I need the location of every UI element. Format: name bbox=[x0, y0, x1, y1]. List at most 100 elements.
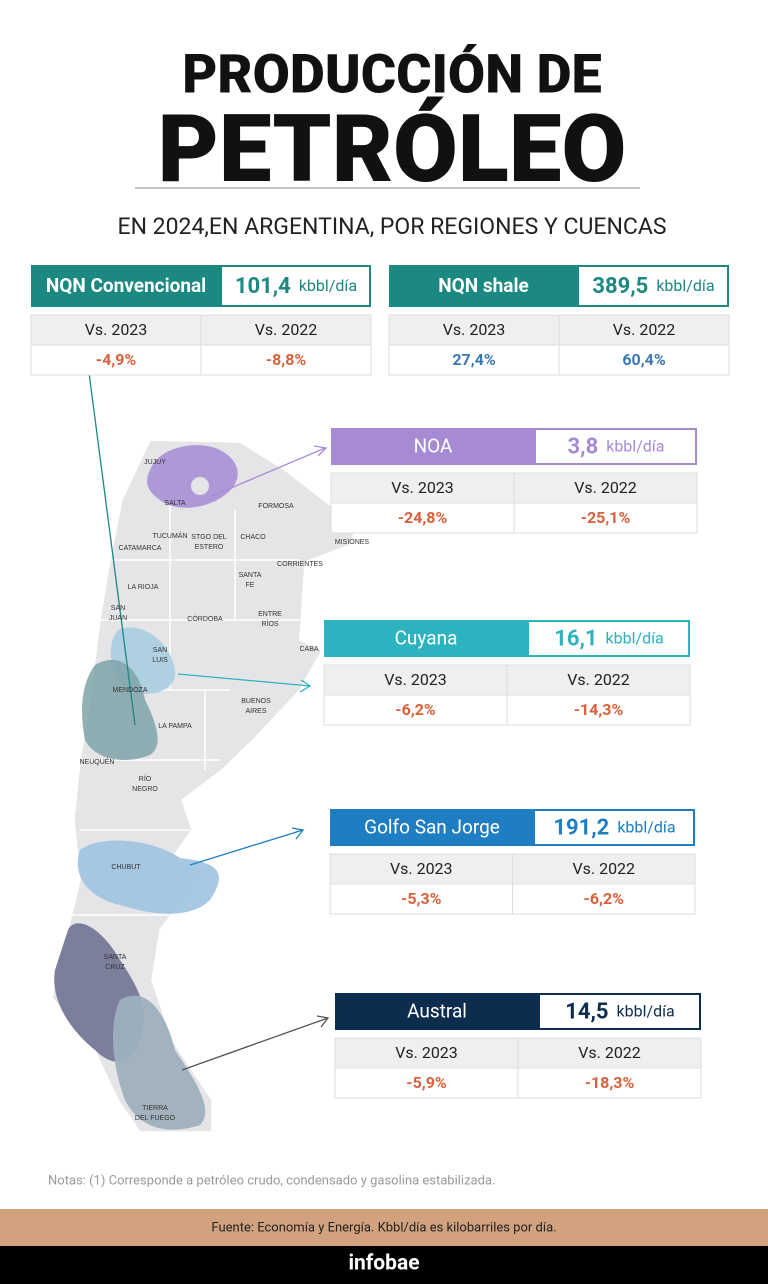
value-box bbox=[577, 265, 729, 307]
col-head: Vs. 2023 bbox=[395, 1043, 458, 1062]
map-label: ENTRE bbox=[258, 611, 282, 618]
map-label: CORRIENTES bbox=[277, 561, 323, 568]
notes: Notas: (1) Corresponde a petróleo crudo,… bbox=[48, 1173, 495, 1188]
value-line: 101,4 kbbl/día bbox=[235, 274, 357, 299]
change-value: -6,2% bbox=[584, 889, 625, 908]
subtitle: EN 2024,EN ARGENTINA, POR REGIONES Y CUE… bbox=[118, 213, 667, 240]
noa-hole bbox=[191, 477, 209, 495]
value: 191,2 bbox=[553, 815, 609, 840]
map-label: DEL FUEGO bbox=[135, 1115, 176, 1122]
basin-name: NQN Convencional bbox=[46, 274, 206, 297]
source: Fuente: Economía y Energía. Kbbl/día es … bbox=[211, 1220, 556, 1235]
name-box bbox=[31, 265, 221, 307]
map-label: SANTA bbox=[104, 954, 127, 961]
basin-name: Cuyana bbox=[395, 627, 458, 650]
value-line: 3,8 kbbl/día bbox=[568, 434, 665, 459]
noa-basin bbox=[147, 445, 238, 508]
col-head: Vs. 2023 bbox=[390, 859, 453, 878]
value: 389,5 bbox=[592, 274, 648, 299]
map-label: MENDOZA bbox=[113, 687, 148, 694]
source-bar bbox=[0, 1209, 768, 1246]
value: 14,5 bbox=[565, 999, 608, 1024]
change-value: -8,8% bbox=[266, 350, 307, 369]
map-label: RÍO bbox=[139, 774, 152, 783]
basin-name: Austral bbox=[407, 1000, 467, 1023]
map-label: SAN bbox=[153, 647, 167, 654]
change-value: -25,1% bbox=[581, 508, 631, 527]
value: 16,1 bbox=[554, 626, 597, 651]
map-label: AIRES bbox=[245, 708, 266, 715]
map-labels: JUJUY SALTA FORMOSA TUCUMÁN CATAMARCA STGO DE… bbox=[79, 459, 369, 1122]
basin-name: NQN shale bbox=[438, 274, 529, 297]
map-label: TIERRA bbox=[142, 1105, 168, 1112]
map-label: MISIONES bbox=[335, 539, 370, 546]
golfo-basin bbox=[77, 840, 219, 914]
map-label: NEGRO bbox=[132, 786, 158, 793]
map-label: NEUQUÉN bbox=[79, 757, 114, 766]
title-line2: PETRÓLEO bbox=[158, 94, 627, 204]
unit: kbbl/día bbox=[617, 818, 675, 837]
name-box bbox=[335, 993, 539, 1030]
cuyana-arrow bbox=[177, 673, 312, 693]
map-label: LA RIOJA bbox=[128, 584, 159, 591]
map-label: FE bbox=[246, 582, 255, 589]
name-box bbox=[330, 809, 534, 846]
change-value: -18,3% bbox=[585, 1073, 635, 1092]
map-label: SALTA bbox=[164, 500, 185, 507]
map-label: CABA bbox=[299, 646, 318, 653]
value-line: 16,1 kbbl/día bbox=[554, 626, 664, 651]
change-value: -5,3% bbox=[401, 889, 442, 908]
col-head: Vs. 2022 bbox=[574, 478, 637, 497]
value-line: 389,5 kbbl/día bbox=[592, 274, 714, 299]
col-head: Vs. 2022 bbox=[613, 320, 676, 339]
country-outline bbox=[51, 439, 363, 1133]
title-line1: PRODUCCIÓN DE bbox=[182, 43, 602, 106]
map-label: LUIS bbox=[152, 657, 168, 664]
map-label: CHUBUT bbox=[111, 864, 141, 871]
value: 101,4 bbox=[235, 274, 291, 299]
map-label: TUCUMÁN bbox=[153, 531, 188, 540]
value-box bbox=[527, 620, 690, 657]
change-value: -14,3% bbox=[574, 700, 624, 719]
value-line: 14,5 kbbl/día bbox=[565, 999, 675, 1024]
value-box bbox=[538, 993, 701, 1030]
brand-bar bbox=[0, 1246, 768, 1284]
map-label: STGO DEL bbox=[191, 534, 227, 541]
map-label: CHACO bbox=[240, 534, 266, 541]
value-line: 191,2 kbbl/día bbox=[553, 815, 675, 840]
austral-arrow bbox=[181, 1015, 330, 1071]
col-head: Vs. 2023 bbox=[85, 320, 148, 339]
map-label: CRUZ bbox=[105, 964, 125, 971]
golfo-arrow bbox=[189, 827, 305, 866]
change-value: -24,8% bbox=[398, 508, 448, 527]
change-value: -6,2% bbox=[395, 700, 436, 719]
map-label: CÓRDOBA bbox=[187, 614, 223, 623]
map-label: SANTA bbox=[239, 572, 262, 579]
map-label: JUJUY bbox=[144, 459, 166, 466]
neuquina-basin bbox=[82, 659, 158, 760]
brand: infobae bbox=[348, 1252, 419, 1276]
name-box bbox=[324, 620, 528, 657]
basin-name: Golfo San Jorge bbox=[364, 816, 500, 839]
value-box bbox=[533, 809, 695, 846]
map-label: FORMOSA bbox=[258, 503, 294, 510]
map-label: JUAN bbox=[109, 615, 127, 622]
value: 3,8 bbox=[568, 434, 599, 459]
map-label: BUENOS bbox=[241, 698, 271, 705]
name-box bbox=[331, 428, 535, 465]
change-value: 27,4% bbox=[452, 350, 495, 369]
austral-basin-b bbox=[113, 995, 206, 1130]
map bbox=[51, 361, 363, 1133]
col-head: Vs. 2023 bbox=[443, 320, 506, 339]
name-box bbox=[389, 265, 578, 307]
map-label: CATAMARCA bbox=[119, 545, 162, 552]
unit: kbbl/día bbox=[656, 276, 714, 295]
col-head: Vs. 2022 bbox=[567, 670, 630, 689]
value-box bbox=[220, 265, 371, 307]
map-label: ESTERO bbox=[195, 544, 224, 551]
value-box bbox=[534, 428, 697, 465]
basin-name: NOA bbox=[414, 435, 453, 458]
col-head: Vs. 2023 bbox=[391, 478, 454, 497]
